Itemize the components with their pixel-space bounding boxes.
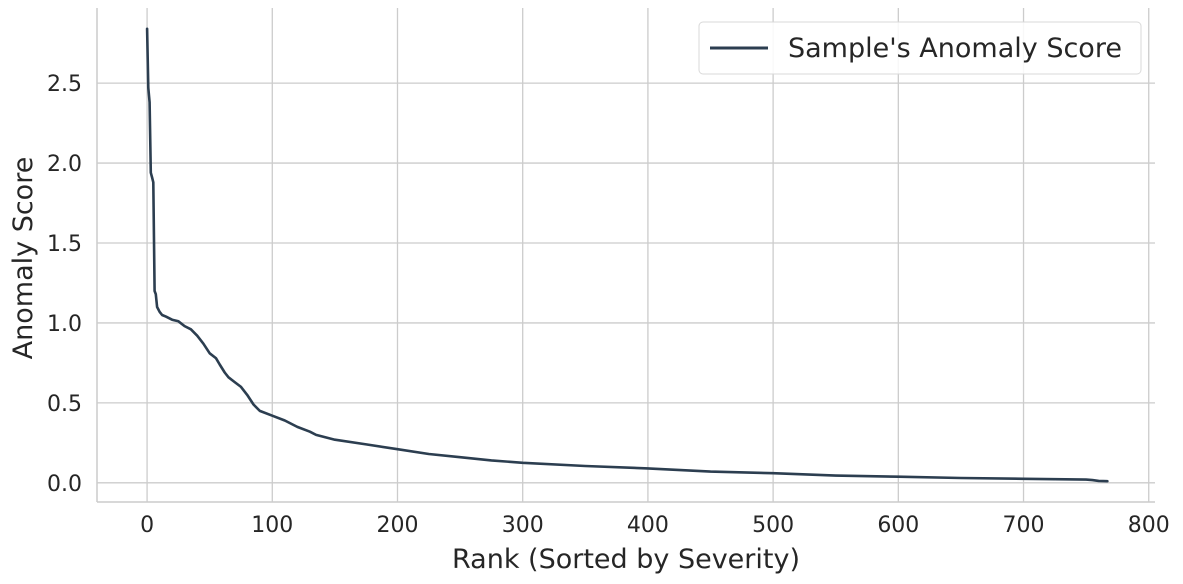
legend-label: Sample's Anomaly Score [788,33,1122,64]
x-tick-label: 300 [502,513,544,538]
grid [97,8,1155,502]
x-tick-label: 0 [140,513,154,538]
x-tick-label: 700 [1003,513,1045,538]
y-tick-label: 1.0 [47,312,82,337]
legend: Sample's Anomaly Score [698,21,1142,75]
series-line [145,27,1109,483]
y-tick-label: 2.0 [47,152,82,177]
x-tick-label: 800 [1128,513,1170,538]
x-tick-label: 100 [251,513,293,538]
y-tick-label: 0.0 [47,472,82,497]
axes [96,8,1155,503]
legend-box [698,21,1142,75]
y-tick-label: 1.5 [47,232,82,257]
y-tick-label: 0.5 [47,392,82,417]
tick-labels: 0 100 200 300 400 500 600 700 800 0.0 0.5 1.0 1.5 2.0… [47,72,1170,538]
y-tick-label: 2.5 [47,72,82,97]
y-axis-title: Anomaly Score [8,157,39,360]
x-tick-label: 400 [627,513,669,538]
x-tick-label: 500 [752,513,794,538]
series [145,27,1109,483]
x-axis-title: Rank (Sorted by Severity) [452,544,800,575]
x-tick-label: 600 [877,513,919,538]
x-tick-label: 200 [376,513,418,538]
